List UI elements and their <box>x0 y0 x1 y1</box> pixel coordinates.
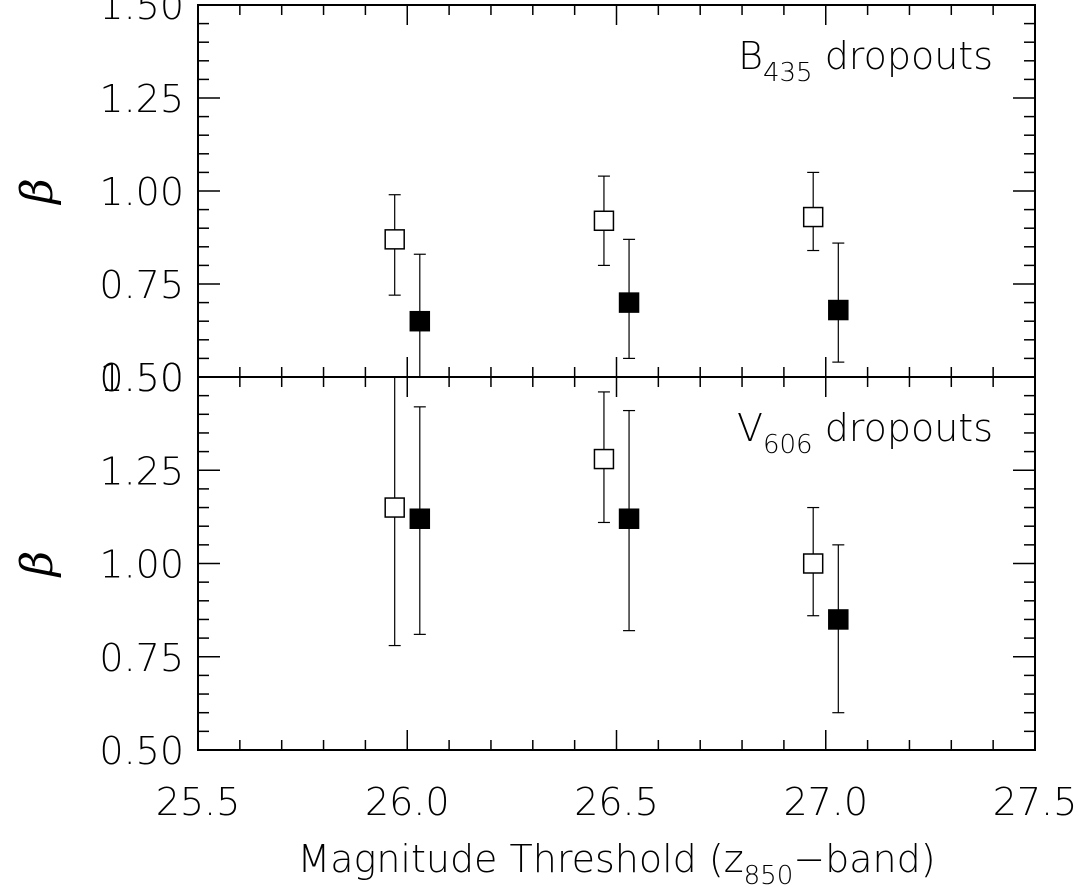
x-axis-label-subscript: 850 <box>744 861 794 890</box>
bottom-open-square-point <box>593 448 615 470</box>
bottom-data <box>384 377 849 714</box>
x-tick-label: 27.0 <box>783 780 868 824</box>
top-open-square-point <box>593 210 615 232</box>
bottom-panel-label: V606 dropouts <box>737 406 993 460</box>
top-y-tick-label: 1.25 <box>99 77 184 121</box>
x-axis: 25.5 26.0 26.5 27.0 27.5 <box>156 780 1078 824</box>
top-open-square-point <box>384 229 405 250</box>
bottom-open-square-point <box>802 553 824 574</box>
x-tick-label: 25.5 <box>156 780 241 824</box>
x-tick-label: 27.5 <box>993 780 1078 824</box>
top-panel: 0.50 0.75 1.00 1.25 1.50 β B435 dropouts <box>12 0 1036 400</box>
top-y-tick-label: 1.50 <box>99 0 184 28</box>
x-axis-label: Magnitude Threshold (z850−band) <box>297 837 935 890</box>
x-axis-label-main: Magnitude Threshold (z <box>297 837 743 881</box>
bottom-y-tick-label: 1.25 <box>99 449 184 493</box>
top-y-tick-label: 1.00 <box>99 170 184 214</box>
bottom-y-tick-label: 0.50 <box>99 729 184 773</box>
top-y-axis-label: β <box>12 178 63 205</box>
top-panel-label: B435 dropouts <box>738 34 993 88</box>
top-open-square-point <box>802 206 824 228</box>
top-data <box>384 171 849 377</box>
x-tick-label: 26.0 <box>365 780 450 824</box>
x-tick-label: 26.5 <box>574 780 659 824</box>
top-y-tick-label: 0.75 <box>99 263 184 307</box>
bottom-y-tick-label: 0.75 <box>99 636 184 680</box>
bottom-y-tick-label: 1.50 <box>99 356 184 400</box>
bottom-filled-square-point <box>828 609 849 630</box>
bottom-panel: 0.50 0.75 1.00 1.25 1.50 β V606 dropouts <box>12 356 1036 773</box>
bottom-filled-square-point <box>409 508 431 529</box>
top-filled-square-point <box>828 299 849 321</box>
top-filled-square-point <box>409 310 431 332</box>
bottom-open-square-point <box>384 497 405 518</box>
x-axis-label-tail: −band) <box>793 837 935 881</box>
top-filled-square-point <box>618 292 640 313</box>
bottom-y-axis-label: β <box>12 551 63 578</box>
bottom-y-tick-label: 1.00 <box>99 543 184 587</box>
top-y-tick-label: 0.50 <box>99 356 184 400</box>
bottom-filled-square-point <box>618 508 640 529</box>
